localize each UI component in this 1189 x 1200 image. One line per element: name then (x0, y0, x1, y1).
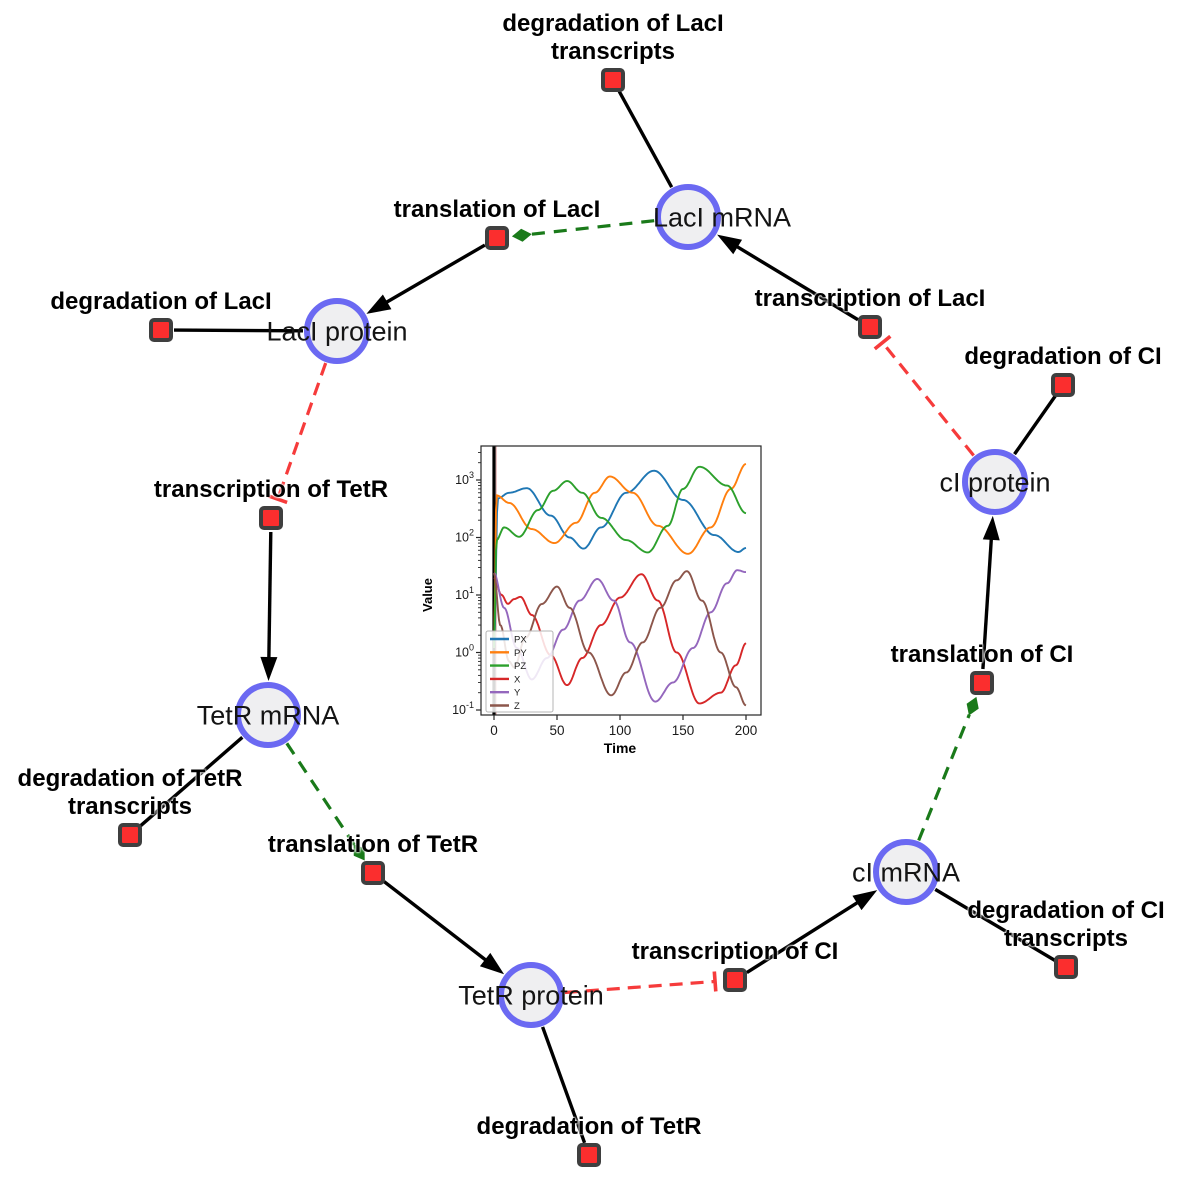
edge-laci_mrna-deg_laci_tx (617, 90, 674, 188)
plot-series-Z (493, 570, 747, 707)
legend-label-Y: Y (514, 688, 521, 699)
legend-label-PZ: PZ (514, 661, 526, 672)
edge-tx_tetr-tetr_mrna-arrowhead (260, 656, 278, 682)
reaction-node-deg_ci[interactable] (1051, 373, 1075, 397)
edge-transl_ci-ci_protein-arrowhead (982, 515, 1000, 541)
reaction-node-deg_tetr[interactable] (577, 1143, 601, 1167)
reaction-node-tx_ci[interactable] (723, 968, 747, 992)
reaction-node-transl_tetr[interactable] (361, 861, 385, 885)
reaction-label-tx_ci: transcription of CI (631, 938, 839, 965)
reaction-label-transl_ci: translation of CI (890, 641, 1074, 668)
simulation-plot: 0 50 100 150 20010310210110010-1TimeValuePXP… (420, 445, 762, 756)
edge-ci_mrna-transl_ci-diamond (966, 696, 979, 716)
species-label-ci_protein: cI protein (939, 467, 1051, 498)
edge-tetr_mrna-transl_tetr (285, 742, 356, 846)
reaction-label-tx_laci: transcription of LacI (754, 285, 986, 312)
species-node-laci_mrna[interactable] (655, 184, 721, 250)
reaction-node-tx_tetr[interactable] (259, 506, 283, 530)
reaction-label-deg_ci_tx: degradation of CI transcripts (967, 897, 1165, 952)
species-label-laci_mrna: LacI mRNA (652, 202, 792, 233)
reaction-label-deg_tetr: degradation of TetR (476, 1113, 702, 1140)
reaction-node-deg_ci_tx[interactable] (1054, 955, 1078, 979)
plot-series-X (493, 573, 747, 705)
reaction-node-deg_laci[interactable] (149, 318, 173, 342)
edge-ci_mrna-transl_ci (917, 713, 971, 842)
edge-tetr_protein-tx_ci (564, 979, 716, 995)
species-node-tetr_protein[interactable] (498, 962, 564, 1028)
plot-x-tick-label: 0 (490, 723, 498, 738)
edge-laci_protein-tx_tetr (276, 362, 328, 500)
plot-y-tick-label: 103 (455, 470, 474, 487)
plot-legend: PX PY PZ XYZ (485, 630, 554, 713)
edge-ci_mrna-deg_ci_tx (934, 887, 1056, 962)
reaction-label-transl_laci: translation of LacI (393, 196, 601, 223)
legend-label-PX: PX (514, 635, 527, 646)
edge-laci_mrna-transl_laci-diamond (511, 228, 532, 242)
species-node-ci_mrna[interactable] (873, 839, 939, 905)
edge-tetr_mrna-deg_tetr_tx (138, 736, 244, 828)
edge-laci_protein-tx_tetr-tbar (267, 494, 288, 505)
edge-transl_tetr-tetr_protein (383, 880, 489, 963)
edge-tx_laci-laci_mrna (734, 243, 859, 322)
edge-tetr_protein-deg_tetr (540, 1026, 587, 1144)
plot-series-PZ (493, 465, 747, 648)
legend-label-X: X (514, 674, 521, 685)
plot-x-axis-label: Time (604, 740, 637, 756)
reaction-node-tx_laci[interactable] (858, 315, 882, 339)
species-label-ci_mrna: cI mRNA (852, 857, 960, 888)
species-node-laci_protein[interactable] (304, 298, 370, 364)
edge-ci_protein-deg_ci (1013, 394, 1057, 456)
plot-x-tick-label: 150 (672, 723, 695, 738)
edge-tetr_protein-tx_ci-tbar (712, 971, 718, 992)
species-label-tetr_protein: TetR protein (458, 980, 604, 1011)
plot-y-tick-label: 102 (455, 528, 474, 545)
species-node-ci_protein[interactable] (962, 449, 1028, 515)
edge-transl_ci-ci_protein (981, 536, 994, 670)
plot-y-axis-label: Value (420, 578, 435, 612)
plot-x-tick-label: 200 (735, 723, 758, 738)
plot-y-tick-label: 101 (455, 585, 474, 602)
edge-transl_laci-laci_protein-arrowhead (366, 294, 392, 314)
reaction-node-deg_tetr_tx[interactable] (118, 823, 142, 847)
reaction-label-deg_laci_tx: degradation of LacI transcripts (502, 10, 724, 65)
species-label-tetr_mrna: TetR mRNA (196, 700, 340, 731)
plot-series-PX (493, 469, 747, 648)
plot-y-tick-label: 10-1 (452, 700, 474, 717)
reaction-label-deg_tetr_tx: degradation of TetR transcripts (17, 765, 243, 820)
species-label-laci_protein: LacI protein (266, 316, 408, 347)
reaction-label-deg_laci: degradation of LacI (50, 288, 272, 315)
edge-transl_tetr-tetr_protein-arrowhead (479, 952, 505, 975)
edge-ci_protein-tx_laci-tbar (873, 334, 892, 351)
edge-transl_laci-laci_protein (383, 243, 486, 305)
edge-laci_protein-deg_laci (173, 328, 304, 333)
plot-x-tick-label: 50 (549, 723, 564, 738)
plot-y-tick-label: 100 (455, 643, 474, 660)
legend-label-PY: PY (514, 648, 527, 659)
edge-tetr_mrna-transl_tetr-diamond (353, 843, 365, 861)
reaction-label-tx_tetr: transcription of TetR (153, 476, 389, 503)
reaction-label-deg_ci: degradation of CI (964, 343, 1162, 370)
reaction-node-transl_ci[interactable] (970, 671, 994, 695)
plot-x-tick-label: 100 (609, 723, 632, 738)
reaction-label-transl_tetr: translation of TetR (267, 831, 479, 858)
plot-series-PY (493, 463, 747, 648)
species-node-tetr_mrna[interactable] (235, 682, 301, 748)
edge-tx_laci-laci_mrna-arrowhead (717, 234, 743, 255)
legend-label-Z: Z (514, 701, 520, 712)
plot-frame (480, 445, 762, 716)
edge-tx_ci-ci_mrna (745, 899, 861, 974)
edge-ci_protein-tx_laci (881, 341, 975, 457)
edge-tx_ci-ci_mrna-arrowhead (852, 890, 878, 911)
reaction-node-deg_laci_tx[interactable] (601, 68, 625, 92)
reaction-node-transl_laci[interactable] (485, 226, 509, 250)
edge-tx_tetr-tetr_mrna (267, 531, 273, 661)
